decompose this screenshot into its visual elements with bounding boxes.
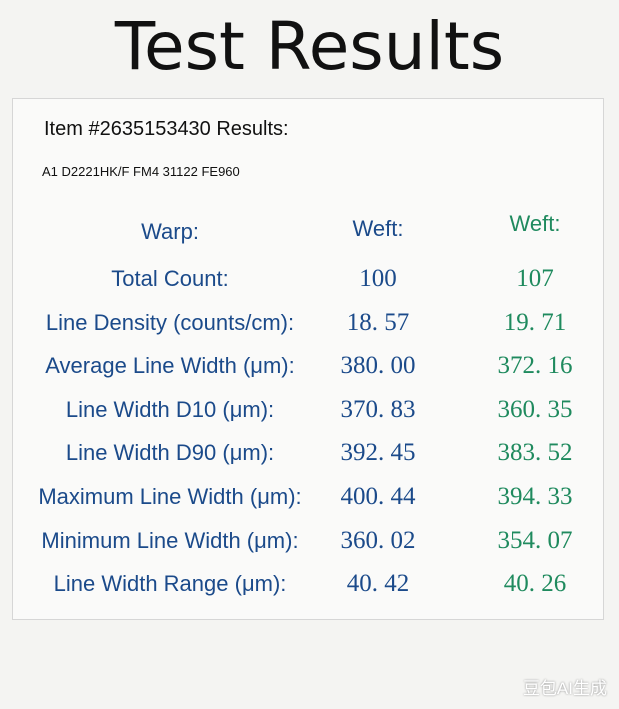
warp-value: 400. 44 [340,483,416,510]
weft-value: 372. 16 [497,352,573,380]
weft-value: 383. 52 [497,439,573,467]
warp-value: 40. 42 [346,570,410,598]
weft-value: 360. 35 [497,395,573,423]
warp-value: 370. 83 [340,395,416,423]
warp-value: 380. 00 [340,352,416,380]
weft-value: 107 [516,265,554,292]
watermark: 豆包AI生成 [522,679,607,698]
warp-value: 360. 02 [340,526,416,554]
results-card [12,98,604,620]
column-header: Warp: [141,219,199,244]
weft-value: 394. 33 [497,483,573,510]
item-title: Item #2635153430 Results: [44,118,289,140]
warp-value: 18. 57 [346,308,410,336]
row-label: Minimum Line Width (μm): [41,527,299,553]
weft-value: 19. 71 [503,308,567,336]
row-label: Line Width Range (μm): [53,571,287,597]
page-title: Test Results [114,8,505,85]
row-label: Maximum Line Width (μm): [38,484,302,509]
weft-value: 40. 26 [503,570,567,598]
row-label: Line Width D90 (μm): [65,440,275,466]
row-label: Line Width D10 (μm): [65,396,275,422]
column-header: Weft: [352,216,404,241]
row-label: Line Density (counts/cm): [45,309,295,335]
row-label: Average Line Width (μm): [45,353,295,379]
warp-value: 100 [359,265,397,292]
item-code: A1 D2221HK/F FM4 31122 FE960 [42,164,240,179]
weft-value: 354. 07 [497,526,573,554]
warp-value: 392. 45 [340,439,416,467]
column-header: Weft: [509,211,561,236]
row-label: Total Count: [111,266,229,291]
